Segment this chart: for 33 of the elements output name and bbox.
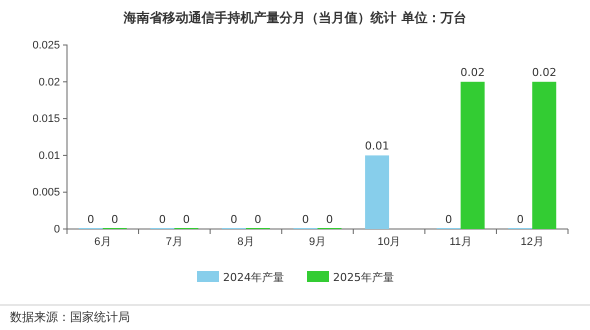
x-tick-label: 11月	[449, 236, 472, 248]
y-tick-label: 0	[54, 224, 60, 236]
data-label: 0	[516, 213, 524, 226]
data-label: 0.02	[532, 66, 556, 79]
legend-label: 2025年产量	[333, 271, 394, 284]
bar	[460, 82, 485, 229]
y-tick-label: 0.005	[32, 186, 60, 199]
x-tick-label: 10月	[377, 236, 401, 248]
data-label: 0	[302, 213, 309, 226]
data-label: 0	[158, 213, 166, 226]
x-tick-label: 8月	[237, 236, 254, 248]
source-note: 数据来源：国家统计局	[10, 310, 130, 324]
y-tick-label: 0.01	[38, 150, 60, 162]
data-label: 0	[111, 213, 118, 226]
x-tick-label: 6月	[94, 236, 112, 248]
data-label: 0.01	[364, 139, 390, 152]
y-tick-label: 0.025	[32, 40, 60, 52]
bar	[365, 155, 390, 229]
y-tick-label: 0.015	[32, 113, 60, 126]
data-label: 0	[87, 213, 94, 226]
chart-title: 海南省移动通信手持机产量分月（当月值）统计 单位：万台	[122, 10, 466, 26]
data-label: 0.02	[460, 66, 485, 79]
x-tick-label: 7月	[166, 236, 183, 248]
data-label: 0	[445, 213, 452, 226]
legend-label: 2024年产量	[223, 271, 284, 284]
data-label: 0	[230, 213, 238, 226]
bar	[532, 82, 556, 229]
x-tick-label: 9月	[308, 236, 326, 248]
data-label: 0	[182, 213, 190, 226]
x-tick-label: 12月	[520, 236, 544, 248]
data-label: 0	[254, 213, 262, 226]
y-tick-label: 0.02	[38, 76, 60, 88]
data-label: 0	[326, 213, 333, 226]
